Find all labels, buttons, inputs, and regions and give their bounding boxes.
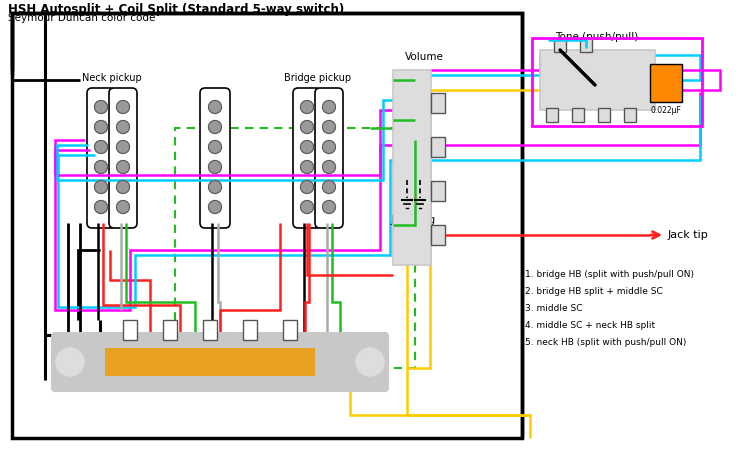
Circle shape <box>301 180 313 194</box>
FancyBboxPatch shape <box>315 88 343 228</box>
Bar <box>431 93 445 113</box>
Bar <box>624 108 636 122</box>
Bar <box>431 181 445 201</box>
Circle shape <box>356 348 384 376</box>
Bar <box>431 137 445 157</box>
Bar <box>598 108 610 122</box>
Bar <box>650 64 682 102</box>
Circle shape <box>301 121 313 134</box>
Circle shape <box>94 100 107 113</box>
Circle shape <box>322 140 335 153</box>
Circle shape <box>322 100 335 113</box>
Text: 2. bridge HB split + middle SC: 2. bridge HB split + middle SC <box>525 287 663 296</box>
Text: Volume: Volume <box>404 52 443 62</box>
Text: Tone (push/pull): Tone (push/pull) <box>555 32 638 42</box>
Bar <box>572 108 584 122</box>
Bar <box>554 38 566 52</box>
Circle shape <box>301 100 313 113</box>
FancyBboxPatch shape <box>109 88 137 228</box>
Bar <box>175 128 415 368</box>
Bar <box>163 320 177 340</box>
Bar <box>431 225 445 245</box>
Text: Bridge pickup: Bridge pickup <box>284 73 352 83</box>
Circle shape <box>301 201 313 213</box>
Circle shape <box>94 121 107 134</box>
Circle shape <box>209 180 221 194</box>
Text: 0.022μF: 0.022μF <box>650 106 682 115</box>
Circle shape <box>301 161 313 174</box>
Text: 1. bridge HB (split with push/pull ON): 1. bridge HB (split with push/pull ON) <box>525 270 694 279</box>
Bar <box>123 320 137 340</box>
Bar <box>243 320 257 340</box>
Bar <box>203 320 217 340</box>
Bar <box>12 13 522 438</box>
Circle shape <box>209 201 221 213</box>
Bar <box>393 70 431 265</box>
Text: 4. middle SC + neck HB split: 4. middle SC + neck HB split <box>525 321 656 330</box>
Circle shape <box>116 180 130 194</box>
Bar <box>105 348 315 376</box>
Circle shape <box>322 201 335 213</box>
Bar <box>540 50 655 110</box>
Circle shape <box>94 201 107 213</box>
Bar <box>546 108 558 122</box>
Circle shape <box>301 140 313 153</box>
Circle shape <box>209 100 221 113</box>
Circle shape <box>209 161 221 174</box>
Circle shape <box>209 140 221 153</box>
Circle shape <box>116 121 130 134</box>
Circle shape <box>116 201 130 213</box>
Circle shape <box>322 121 335 134</box>
Circle shape <box>94 161 107 174</box>
Text: Seymour Duncan color code: Seymour Duncan color code <box>8 13 155 23</box>
Circle shape <box>322 161 335 174</box>
Circle shape <box>56 348 84 376</box>
Circle shape <box>209 121 221 134</box>
FancyBboxPatch shape <box>293 88 321 228</box>
Text: 3. middle SC: 3. middle SC <box>525 304 583 313</box>
Circle shape <box>116 140 130 153</box>
Bar <box>283 320 297 340</box>
Circle shape <box>322 180 335 194</box>
Circle shape <box>94 180 107 194</box>
Text: 5. neck HB (split with push/pull ON): 5. neck HB (split with push/pull ON) <box>525 338 686 347</box>
Bar <box>532 38 702 126</box>
FancyBboxPatch shape <box>200 88 230 228</box>
Bar <box>580 38 592 52</box>
FancyBboxPatch shape <box>87 88 115 228</box>
Text: HSH Autosplit + Coil Split (Standard 5-way switch): HSH Autosplit + Coil Split (Standard 5-w… <box>8 3 344 16</box>
Text: Jack tip: Jack tip <box>668 230 709 240</box>
Text: Neck pickup: Neck pickup <box>82 73 142 83</box>
Text: Jack ring: Jack ring <box>391 215 436 225</box>
FancyBboxPatch shape <box>52 333 388 391</box>
Circle shape <box>94 140 107 153</box>
Circle shape <box>116 161 130 174</box>
Circle shape <box>116 100 130 113</box>
